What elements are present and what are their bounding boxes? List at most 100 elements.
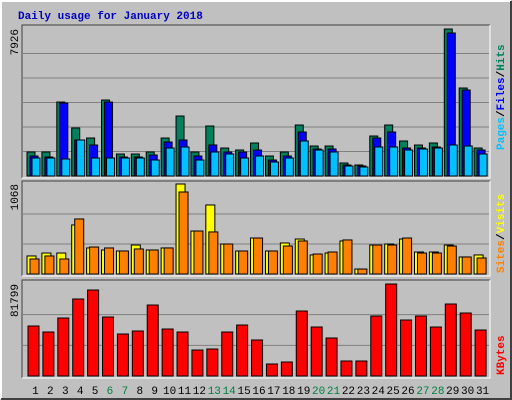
bar <box>463 145 473 177</box>
legend-entry: Sites <box>496 240 508 273</box>
panel-border-light <box>22 280 491 379</box>
bar <box>402 237 413 275</box>
x-tick-label: 4 <box>77 386 84 398</box>
bar <box>118 250 129 275</box>
x-tick-label: 17 <box>267 386 280 398</box>
bar <box>59 258 70 275</box>
bar <box>461 256 472 275</box>
bar <box>221 331 234 377</box>
x-tick-label: 18 <box>282 386 295 398</box>
x-tick-label: 5 <box>92 386 99 398</box>
bar <box>102 316 115 377</box>
legend: Pages/Files/Hits <box>496 44 508 150</box>
legend-entry: Visits <box>496 194 508 234</box>
bar <box>299 140 309 177</box>
x-tick-label: 28 <box>431 386 444 398</box>
chart-title: Daily usage for January 2018 <box>18 11 203 23</box>
bar <box>312 253 323 275</box>
x-tick-label: 31 <box>476 386 490 398</box>
x-tick-label: 24 <box>372 386 386 398</box>
bar <box>210 151 220 177</box>
bar <box>478 153 488 177</box>
bar <box>240 157 250 177</box>
bar <box>120 157 130 177</box>
legend-entry: Files <box>496 77 508 110</box>
bar <box>329 151 339 177</box>
bar <box>284 157 294 177</box>
y-tick-label: 1068 <box>10 184 22 210</box>
legend-separator: / <box>496 233 508 240</box>
panel-border-light <box>22 25 491 179</box>
bar <box>387 244 398 275</box>
bar <box>327 251 338 275</box>
bar <box>280 361 293 377</box>
panel-border-dark <box>21 279 490 378</box>
bar <box>31 157 41 177</box>
x-tick-label: 22 <box>342 386 355 398</box>
bar <box>238 250 249 275</box>
y-tick-label: 81799 <box>10 284 22 317</box>
bar <box>357 268 368 275</box>
x-tick-label: 25 <box>387 386 400 398</box>
legend: KBytes <box>496 335 508 375</box>
bar <box>193 230 204 275</box>
x-tick-label: 14 <box>223 386 237 398</box>
bar <box>89 246 100 275</box>
bar <box>76 139 86 177</box>
legend-entry: Pages <box>496 117 508 150</box>
x-tick-label: 9 <box>151 386 158 398</box>
bar <box>72 298 85 377</box>
bar <box>195 159 205 177</box>
bar <box>87 289 100 377</box>
bar <box>255 155 265 177</box>
bar <box>355 360 368 377</box>
panel-border-light <box>22 181 491 277</box>
bar <box>340 360 353 377</box>
x-tick-label: 19 <box>297 386 310 398</box>
panel-border-dark <box>21 180 490 276</box>
bar <box>269 161 279 177</box>
bar <box>178 191 189 275</box>
bar <box>342 239 353 275</box>
bar <box>295 310 308 377</box>
x-tick-label: 23 <box>357 386 370 398</box>
bar <box>359 166 369 177</box>
bar <box>61 158 71 177</box>
bar <box>404 149 414 177</box>
x-tick-label: 3 <box>62 386 69 398</box>
bar <box>474 329 487 377</box>
x-tick-label: 26 <box>401 386 414 398</box>
legend-entry: Hits <box>496 44 508 70</box>
bar <box>133 248 144 275</box>
bar <box>176 331 189 377</box>
bar <box>180 146 190 177</box>
legend-separator: / <box>496 110 508 117</box>
x-tick-label: 11 <box>178 386 192 398</box>
panel-border-dark <box>21 24 490 178</box>
bar <box>282 245 293 275</box>
bar <box>236 324 249 377</box>
bar <box>448 144 458 177</box>
bar <box>225 153 235 177</box>
bar <box>429 326 442 377</box>
bar <box>389 146 399 177</box>
bar <box>265 363 278 377</box>
x-tick-label: 20 <box>312 386 325 398</box>
bar <box>251 339 264 377</box>
bar <box>131 330 144 377</box>
x-tick-label: 1 <box>32 386 39 398</box>
bar <box>431 252 442 275</box>
bar <box>191 349 204 377</box>
bar <box>372 244 383 275</box>
bar <box>116 333 129 377</box>
x-tick-label: 29 <box>446 386 459 398</box>
bar <box>106 157 116 177</box>
bar <box>206 348 219 377</box>
x-tick-label: 10 <box>163 386 176 398</box>
x-tick-label: 13 <box>208 386 221 398</box>
bar <box>418 148 428 177</box>
bar <box>297 240 308 275</box>
